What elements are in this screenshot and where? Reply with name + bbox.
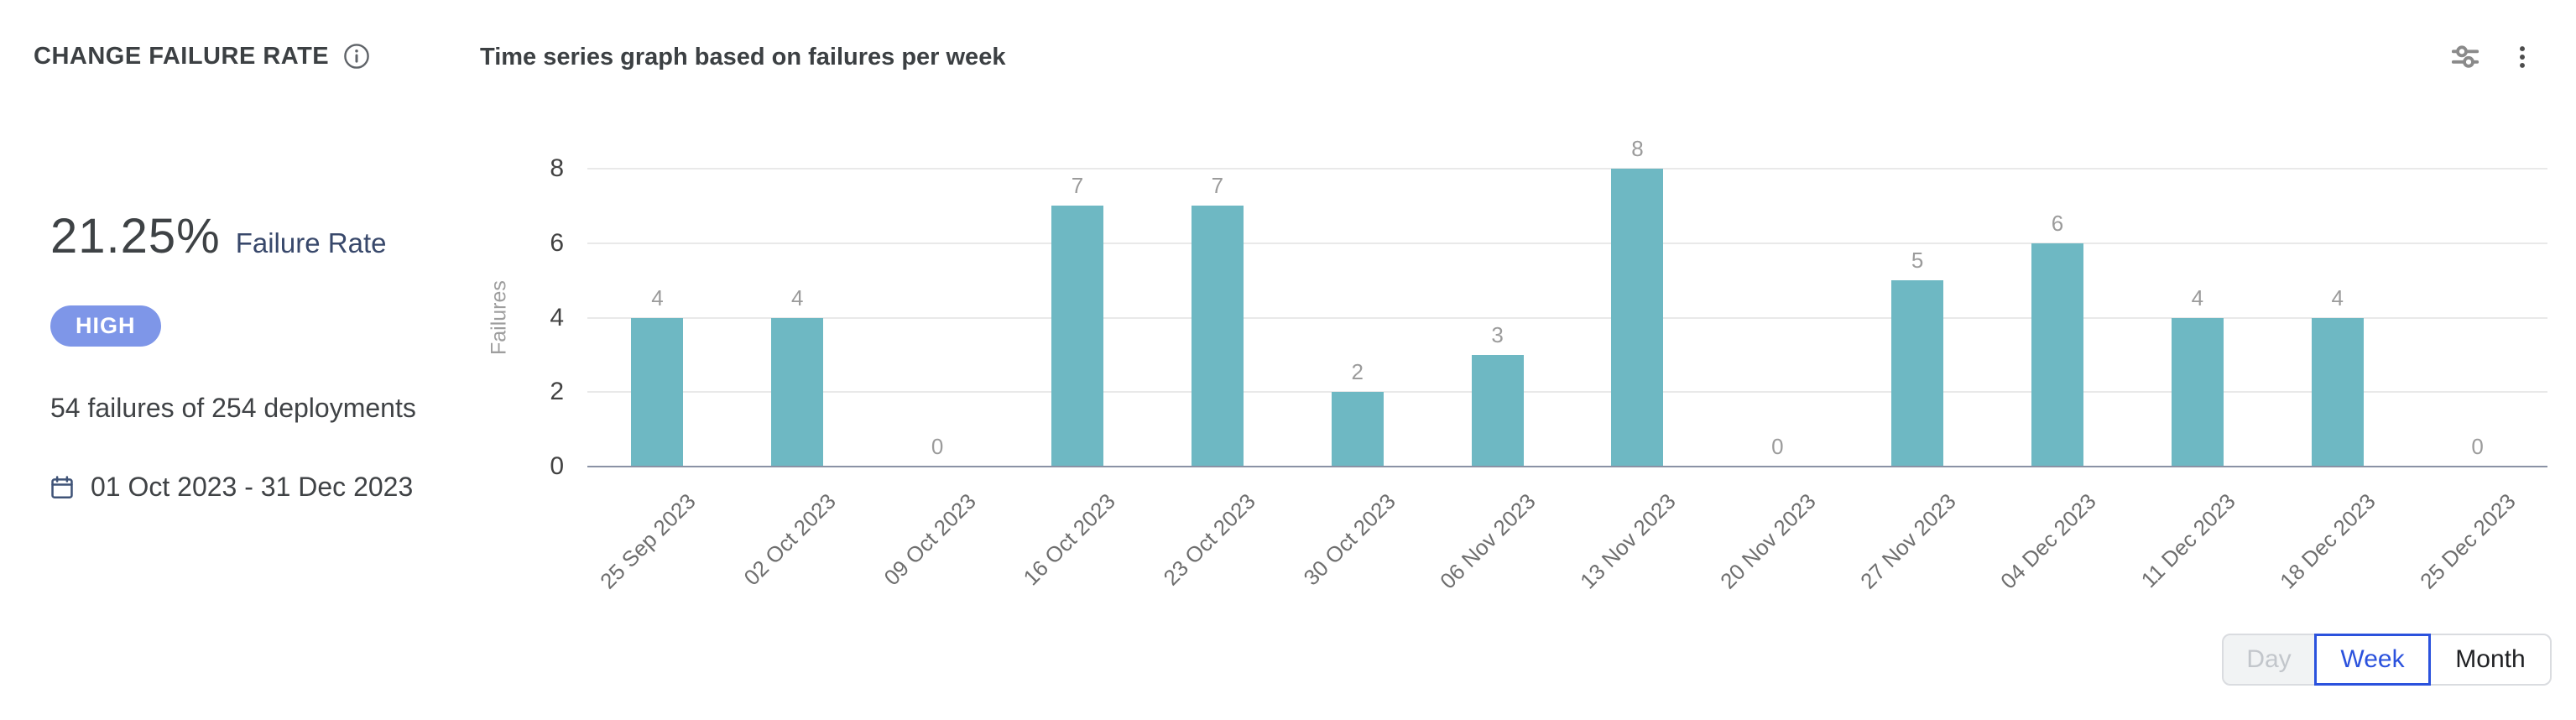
bar-value-label: 7 [1211, 173, 1224, 199]
x-axis-label: 04 Dec 2023 [1995, 488, 2101, 594]
x-axis-label: 23 Oct 2023 [1158, 488, 1261, 591]
x-axis-label: 16 Oct 2023 [1018, 488, 1121, 591]
kpi-row: 21.25% Failure Rate [50, 208, 386, 264]
date-range-row: 01 Oct 2023 - 31 Dec 2023 [49, 472, 413, 503]
day-button[interactable]: Day [2222, 634, 2316, 686]
x-axis-label: 09 Oct 2023 [878, 488, 981, 591]
month-button[interactable]: Month [2429, 634, 2552, 686]
week-button[interactable]: Week [2314, 634, 2431, 686]
bar-series: 4 25 Sep 2023 4 02 Oct 2023 0 09 Oct 2023 7 16 … [587, 137, 2547, 594]
x-axis-label: 27 Nov 2023 [1854, 488, 1961, 594]
bar-value-label: 6 [2051, 210, 2064, 236]
chart-slot: 7 16 Oct 2023 [1008, 169, 1148, 590]
bar[interactable] [1891, 280, 1944, 467]
chart-slot: 4 11 Dec 2023 [2127, 169, 2267, 593]
bar[interactable] [1051, 206, 1103, 467]
bar[interactable] [1611, 169, 1664, 467]
x-axis-label: 20 Nov 2023 [1715, 488, 1821, 594]
chart-slot: 4 18 Dec 2023 [2267, 169, 2407, 594]
chart-slot: 0 20 Nov 2023 [1708, 169, 1848, 593]
x-axis-label: 11 Dec 2023 [2135, 488, 2241, 593]
y-axis-tick-label: 4 [550, 303, 564, 331]
bar[interactable] [1471, 354, 1524, 467]
kebab-menu-icon[interactable] [2504, 37, 2541, 77]
gridline [587, 316, 2547, 319]
plot-area: 0 2 4 6 8 4 25 Sep 2023 4 02 Oct 2023 0 09 Oct 202… [550, 137, 2547, 594]
failures-summary: 54 failures of 254 deployments [50, 393, 416, 423]
bar-value-label: 3 [1491, 321, 1504, 347]
chart-title: Time series graph based on failures per … [480, 44, 1006, 70]
bar[interactable] [771, 317, 824, 467]
x-axis-label: 18 Dec 2023 [2275, 488, 2380, 594]
bar-value-label: 0 [931, 434, 944, 459]
calendar-icon [49, 474, 76, 501]
chart-slot: 7 23 Oct 2023 [1147, 169, 1287, 590]
gridline [587, 168, 2547, 170]
y-axis-tick-label: 0 [550, 452, 564, 480]
chart-slot: 5 27 Nov 2023 [1848, 169, 1988, 593]
bar-value-label: 4 [2191, 284, 2204, 310]
filter-sliders-icon[interactable] [2445, 37, 2485, 77]
bar-value-label: 7 [1071, 173, 1084, 199]
info-icon[interactable] [342, 42, 371, 70]
x-axis-label: 02 Oct 2023 [738, 488, 841, 591]
x-axis-label: 25 Sep 2023 [595, 488, 701, 594]
widget-header: CHANGE FAILURE RATE [34, 42, 371, 70]
bar-value-label: 8 [1631, 136, 1644, 161]
bar[interactable] [1191, 206, 1244, 467]
bar-value-label: 4 [2331, 284, 2344, 310]
gridline [587, 391, 2547, 394]
granularity-toggle: Day Week Month [2222, 634, 2552, 686]
bar[interactable] [2031, 243, 2084, 467]
bar[interactable] [631, 317, 684, 467]
chart-slot: 4 25 Sep 2023 [587, 169, 727, 594]
chart-slot: 6 04 Dec 2023 [1988, 169, 2128, 594]
x-axis-label: 13 Nov 2023 [1575, 488, 1681, 594]
chart-slot: 0 25 Dec 2023 [2407, 169, 2547, 593]
date-range: 01 Oct 2023 - 31 Dec 2023 [91, 472, 414, 502]
bar-value-label: 5 [1911, 248, 1924, 274]
y-axis-tick-label: 2 [550, 378, 564, 406]
bar-value-label: 4 [651, 284, 664, 310]
failure-rate-label: Failure Rate [235, 227, 387, 258]
chart-slot: 4 02 Oct 2023 [727, 169, 868, 591]
bar[interactable] [1331, 392, 1384, 467]
page-title: CHANGE FAILURE RATE [34, 42, 330, 70]
chart-slot: 2 30 Oct 2023 [1287, 169, 1427, 590]
x-axis-label: 25 Dec 2023 [2415, 488, 2521, 594]
x-axis-line [587, 466, 2547, 467]
chart-slot: 0 09 Oct 2023 [868, 169, 1008, 590]
y-axis-tick-label: 8 [550, 154, 564, 182]
severity-badge: HIGH [50, 305, 161, 347]
failure-rate-value: 21.25% [50, 209, 221, 263]
gridline [587, 242, 2547, 244]
chart-slot: 3 06 Nov 2023 [1427, 169, 1567, 594]
chart-slot: 8 13 Nov 2023 [1567, 137, 1708, 593]
bar-value-label: 4 [791, 284, 804, 310]
bar-value-label: 2 [1351, 359, 1364, 385]
x-axis-label: 30 Oct 2023 [1298, 488, 1400, 591]
bar[interactable] [2171, 317, 2224, 467]
bar-value-label: 0 [1771, 434, 1784, 459]
y-axis-tick-label: 6 [550, 228, 564, 257]
x-axis-label: 06 Nov 2023 [1435, 488, 1541, 594]
bar[interactable] [2311, 317, 2364, 467]
bar-value-label: 0 [2471, 434, 2484, 459]
